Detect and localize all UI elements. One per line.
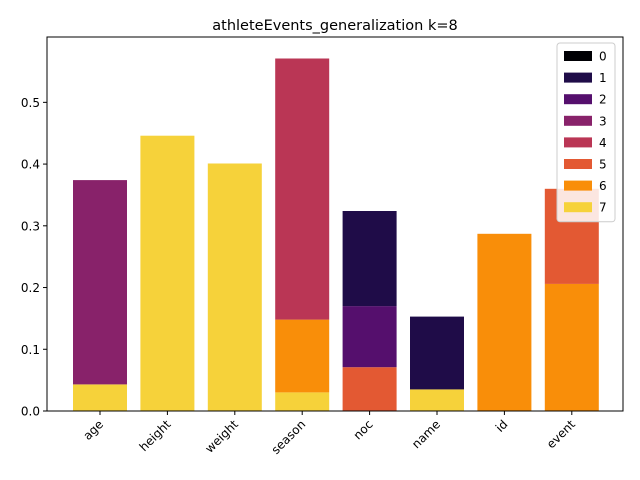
legend-label-6: 6 [599, 179, 607, 193]
legend-label-7: 7 [599, 201, 607, 215]
legend-label-3: 3 [599, 114, 607, 128]
legend-swatch-0 [564, 51, 592, 61]
bar-noc-series-5 [342, 367, 397, 411]
legend-label-2: 2 [599, 93, 607, 107]
y-tick-label: 0.2 [21, 281, 40, 295]
bar-noc-series-1 [342, 211, 397, 307]
bars [73, 58, 599, 411]
bar-noc-series-2 [342, 306, 397, 368]
bar-name-series-1 [410, 316, 464, 390]
x-axis: age height weight season noc name id event [80, 411, 578, 457]
y-tick-label: 0.0 [21, 405, 40, 419]
bar-season-series-4 [275, 58, 330, 320]
bar-event-series-6 [544, 283, 599, 411]
y-tick-label: 0.3 [21, 219, 40, 233]
x-tick-label-event: event [544, 417, 578, 451]
bar-name-series-7 [410, 389, 464, 411]
legend: 0 1 2 3 4 5 6 7 [556, 42, 616, 223]
legend-swatch-1 [564, 72, 592, 83]
legend-label-1: 1 [599, 71, 607, 85]
bar-season-series-7 [275, 392, 330, 411]
legend-swatch-3 [564, 115, 592, 126]
y-tick-label: 0.1 [21, 343, 40, 357]
y-tick-label: 0.4 [21, 158, 40, 172]
x-tick-label-height: height [137, 417, 174, 454]
y-axis: 0.0 0.1 0.2 0.3 0.4 0.5 [21, 96, 47, 419]
bar-weight-series-7 [207, 163, 262, 411]
legend-swatch-2 [564, 94, 592, 105]
legend-swatch-5 [564, 159, 592, 169]
bar-season-series-6 [275, 319, 330, 393]
plot-frame [46, 36, 624, 412]
bar-age-series-7 [73, 384, 127, 411]
legend-swatch-7 [564, 202, 592, 213]
x-tick-label-season: season [269, 417, 309, 457]
legend-label-0: 0 [599, 50, 607, 64]
x-tick-label-noc: noc [351, 417, 376, 442]
bar-age-series-3 [73, 180, 127, 385]
legend-swatch-4 [564, 137, 592, 148]
x-tick-label-age: age [80, 417, 106, 443]
legend-label-5: 5 [599, 158, 607, 172]
x-tick-label-name: name [409, 417, 443, 451]
x-tick-label-id: id [493, 417, 511, 435]
legend-label-4: 4 [599, 136, 607, 150]
y-tick-label: 0.5 [21, 96, 40, 110]
bar-id-series-6 [477, 233, 532, 411]
bar-height-series-7 [140, 135, 195, 411]
legend-box [556, 42, 616, 223]
x-tick-label-weight: weight [202, 417, 241, 456]
chart-title: athleteEvents_generalization k=8 [212, 18, 457, 34]
legend-swatch-6 [564, 180, 592, 191]
